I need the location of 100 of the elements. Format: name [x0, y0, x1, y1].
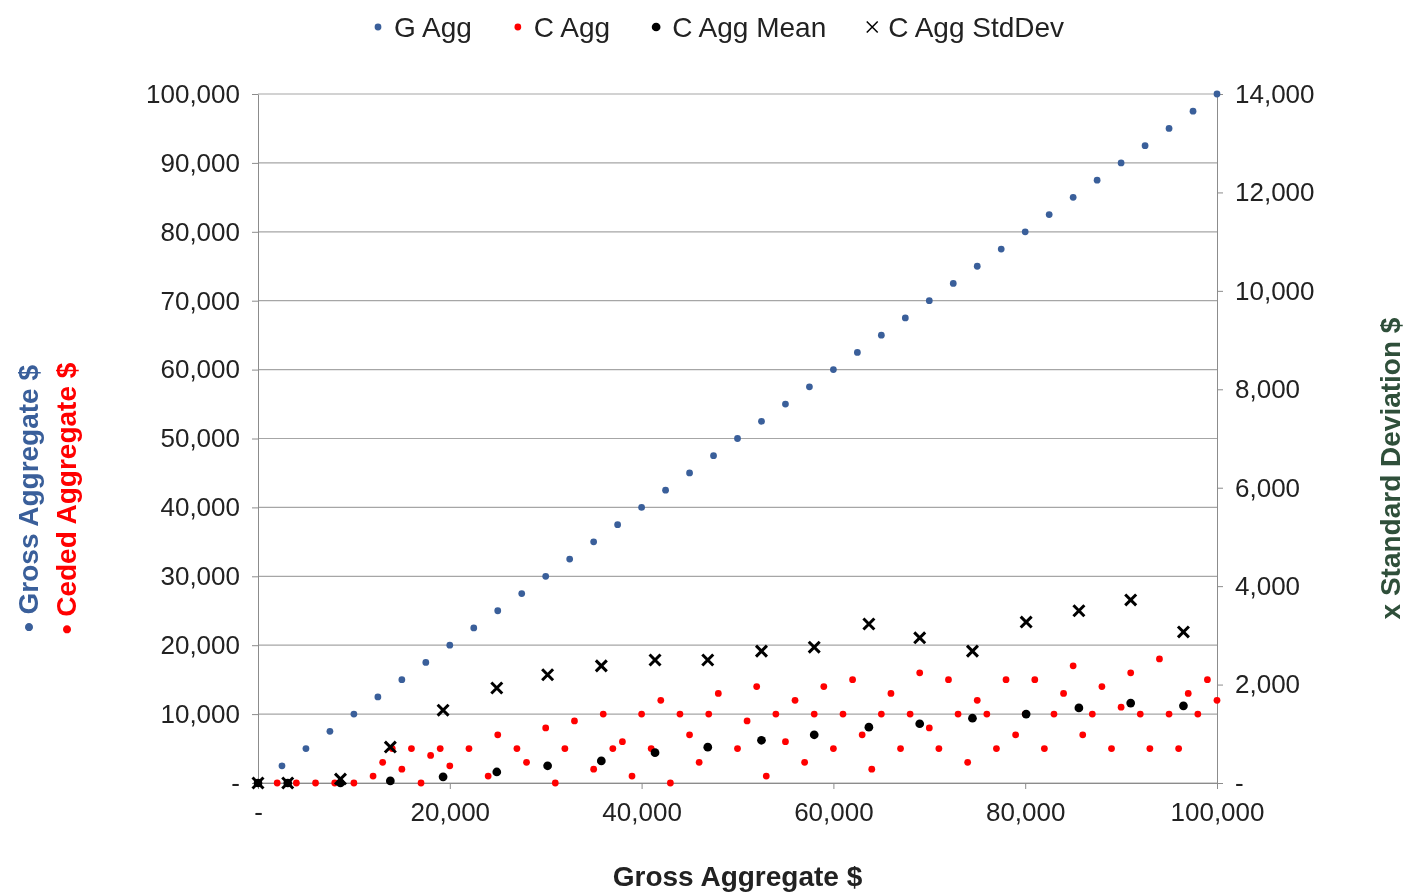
point: [436, 703, 451, 718]
text: • Ceded Aggregate $: [51, 362, 82, 635]
point: [1165, 125, 1173, 132]
point: [1179, 701, 1188, 711]
point: [438, 772, 448, 782]
y-tick-label: 50,000: [160, 423, 240, 454]
x-tick-label: 100,000: [1170, 797, 1265, 828]
point: [1074, 703, 1084, 713]
point: [700, 652, 715, 667]
point: [596, 756, 606, 766]
point: [638, 504, 645, 511]
x-tick-label: -: [254, 797, 263, 828]
point: [540, 667, 555, 682]
point: [782, 400, 789, 408]
y2-tick-label: 14,000: [1235, 78, 1315, 109]
point: [422, 659, 430, 666]
point: [1189, 107, 1197, 115]
y2-tick-label: 6,000: [1235, 472, 1301, 503]
point: [925, 297, 933, 305]
point: [333, 772, 348, 787]
point: [518, 590, 526, 597]
point: [1117, 159, 1125, 167]
point: [901, 314, 909, 322]
point: [915, 719, 925, 729]
x-tick-label: 40,000: [602, 797, 682, 828]
y-tick-label: 30,000: [160, 561, 240, 592]
point: [864, 722, 874, 732]
y-axis-title: • Gross Aggregate $: [13, 364, 44, 633]
point: [590, 538, 598, 546]
point: [807, 640, 822, 655]
point: [754, 644, 769, 659]
point: [1021, 228, 1029, 236]
y2-tick-label: 2,000: [1235, 669, 1301, 700]
point: [949, 280, 957, 287]
point: [542, 572, 550, 580]
point: [710, 452, 717, 460]
point: [543, 761, 552, 771]
point: [1176, 624, 1191, 639]
point: [326, 727, 334, 735]
point: [398, 676, 406, 684]
y-tick-label: 90,000: [160, 147, 240, 178]
point: [1019, 615, 1034, 630]
legend-label: C Agg: [533, 12, 611, 43]
legend-label: G Agg: [394, 12, 472, 43]
y-tick-label: 10,000: [160, 698, 240, 729]
y-tick-label: 20,000: [160, 630, 240, 661]
point: [997, 245, 1005, 253]
y2-tick-label: -: [1235, 767, 1244, 798]
point: [650, 748, 660, 758]
point: [1141, 142, 1149, 150]
point: [492, 767, 502, 777]
point: [806, 383, 813, 391]
point: [302, 745, 310, 752]
point: [703, 742, 713, 752]
point: [1045, 211, 1053, 218]
x-tick-label: 60,000: [794, 797, 874, 828]
point: [853, 349, 861, 356]
x-tick-label: 80,000: [985, 797, 1066, 828]
point: [757, 735, 766, 745]
point: [385, 776, 395, 786]
point: [594, 658, 609, 673]
point: [446, 641, 454, 649]
y-tick-label: 40,000: [160, 492, 240, 523]
legend-label: C Agg Mean: [672, 12, 827, 43]
point: [494, 607, 502, 615]
point: [470, 624, 478, 632]
point: [566, 555, 574, 563]
point: [809, 730, 819, 740]
point: [350, 710, 358, 718]
point: [912, 630, 927, 645]
point: [830, 366, 837, 373]
point: [383, 740, 398, 755]
y-tick-label: 70,000: [160, 285, 240, 316]
point: [861, 617, 876, 632]
point: [1069, 193, 1077, 201]
point: [1123, 592, 1138, 607]
legend-label: C Agg StdDev: [888, 12, 1065, 43]
y2-tick-label: 8,000: [1235, 374, 1301, 405]
point: [968, 713, 977, 723]
point: [877, 331, 885, 339]
point: [648, 652, 662, 667]
x-tick-label: 20,000: [410, 797, 491, 828]
point: [662, 486, 669, 494]
y-tick-label: 60,000: [160, 354, 240, 385]
point: [758, 417, 765, 425]
y2-tick-label: 10,000: [1235, 275, 1315, 306]
point: [489, 681, 504, 695]
point: [1071, 603, 1086, 618]
y2-tick-label: 12,000: [1235, 177, 1315, 208]
point: [973, 262, 981, 270]
y2-axis-title: x Standard Deviation $: [1375, 317, 1406, 620]
x-axis-title: Gross Aggregate $: [612, 861, 863, 892]
y-tick-label: 80,000: [160, 216, 240, 247]
point: [686, 469, 693, 477]
y2-tick-label: 4,000: [1235, 570, 1301, 601]
point: [965, 644, 980, 659]
y-tick-label: 100,000: [146, 78, 240, 109]
point: [734, 435, 741, 442]
point: [1126, 698, 1136, 708]
point: [614, 521, 622, 528]
